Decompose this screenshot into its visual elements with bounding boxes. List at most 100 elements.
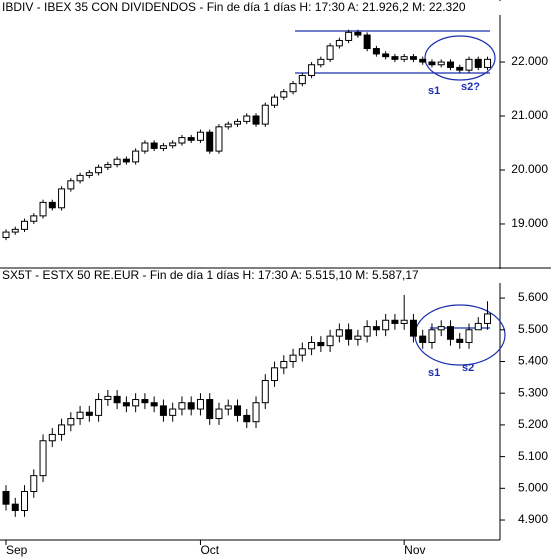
y-tick-label: 5.200 [518,417,548,431]
candle-body [345,329,353,340]
candle-body [85,172,93,176]
candle-body [280,360,288,369]
candle-body [372,48,380,55]
candle-body [474,58,482,68]
candle-body [122,158,130,163]
candle-body [446,61,454,68]
candle-body [354,335,362,340]
candle-body [2,231,10,238]
candle-body [382,319,390,331]
candle-body [484,313,492,324]
x-tick-label: Nov [404,543,425,557]
candle-body [252,115,260,125]
candle-body [196,131,204,141]
candle-body [196,399,204,410]
candle-body [317,341,325,347]
candle-body [335,39,343,47]
candle-body [76,411,84,420]
candle-body [85,411,93,416]
candle-body [326,335,334,347]
candle-body [298,348,306,356]
candle-body [382,53,390,58]
candle-body [456,338,464,343]
candle-body [465,329,473,343]
candle-body [39,201,47,217]
candle-body [58,424,66,435]
candle-body [150,402,158,407]
y-tick-label: 20.000 [511,162,548,176]
candle-body [391,56,399,60]
candle-body [419,58,427,63]
candle-body [261,104,269,125]
candle-body [289,354,297,362]
candle-body [419,335,427,343]
title-background [0,269,508,283]
candle-body [150,142,158,149]
annotation: s2? [461,81,480,93]
candle-body [446,326,454,340]
candle-body [95,166,103,174]
candle-body [335,329,343,337]
y-tick-label: 5.100 [518,449,548,463]
candle-body [400,56,408,60]
candle-body [345,31,353,41]
candle-body [308,341,316,350]
candle-body [11,228,19,233]
candle-body [363,34,371,50]
candle-body [67,180,75,190]
candles [2,29,492,241]
candle-body [21,220,29,230]
candle-body [474,322,482,331]
candle-body [2,490,10,505]
candle-body [409,319,417,337]
y-tick-label: 5.400 [518,354,548,368]
candle-body [113,158,121,166]
annotation: s1 [428,85,440,97]
candle-body [271,367,279,382]
candle-body [58,188,66,209]
x-tick-label: Oct [200,543,219,557]
y-tick-label: 5.500 [518,322,548,336]
candle-body [261,380,269,404]
candle-body [11,503,19,512]
candle-body [409,56,417,60]
candle-body [363,326,371,337]
candle-body [122,402,130,407]
candle-body [104,164,112,168]
candle-body [428,61,436,66]
candle-body [224,405,232,410]
candle-body [400,319,408,324]
candle-body [298,75,306,85]
candle-body [178,137,186,144]
y-tick-label: 5.600 [518,290,548,304]
candle-body [428,329,436,343]
annotation: s1 [428,367,440,379]
candle-body [76,174,84,182]
candle-body [234,405,241,416]
candle-body [21,490,29,512]
candle-body [224,123,232,128]
candle-body [280,91,288,98]
candles [2,294,492,517]
y-tick-label: 22.000 [511,54,548,68]
candle-body [95,399,103,416]
candle-body [308,64,316,77]
candle-body [215,126,223,152]
candle-body [169,408,177,416]
candle-body [141,142,149,152]
candle-body [67,418,75,426]
candle-body [215,408,223,420]
candle-body [113,395,121,404]
title-background [0,1,508,15]
candle-body [178,402,186,410]
candle-body [30,475,38,492]
candle-body [159,145,167,149]
candle-body [187,402,195,410]
y-tick-label: 5.000 [518,480,548,494]
candle-body [484,58,492,68]
candle-body [104,395,112,401]
y-tick-label: 4.900 [518,512,548,526]
y-tick-label: 19.000 [511,216,548,230]
candle-body [141,399,149,404]
